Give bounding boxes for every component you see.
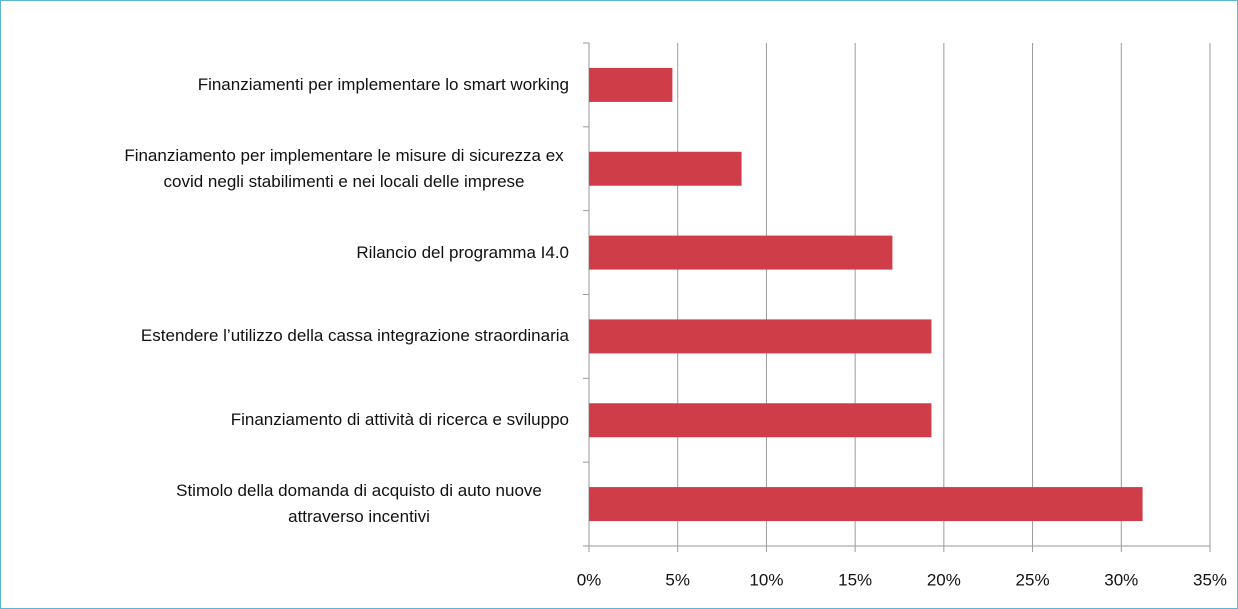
x-tick-label: 10%	[749, 570, 783, 589]
x-tick-label: 25%	[1016, 570, 1050, 589]
bar	[589, 151, 742, 186]
y-tick-label: Finanziamenti per implementare lo smart …	[197, 74, 569, 94]
x-tick-label: 35%	[1193, 570, 1227, 589]
bar	[589, 487, 1143, 522]
y-tick-label: Rilancio del programma I4.0	[356, 242, 569, 262]
x-tick-label: 20%	[927, 570, 961, 589]
bar	[589, 403, 932, 438]
y-tick-label: Stimolo della domanda di acquisto di aut…	[176, 481, 542, 527]
x-tick-label: 15%	[838, 570, 872, 589]
y-tick-label: Finanziamento di attività di ricerca e s…	[230, 410, 569, 430]
bar	[589, 319, 932, 354]
x-tick-label: 0%	[577, 570, 602, 589]
x-tick-label: 30%	[1104, 570, 1138, 589]
bar	[589, 235, 893, 270]
y-tick-label: Finanziamento per implementare le misure…	[124, 145, 564, 191]
bar	[589, 67, 673, 102]
x-tick-label: 5%	[665, 570, 690, 589]
y-tick-label: Estendere l’utilizzo della cassa integra…	[140, 326, 569, 346]
